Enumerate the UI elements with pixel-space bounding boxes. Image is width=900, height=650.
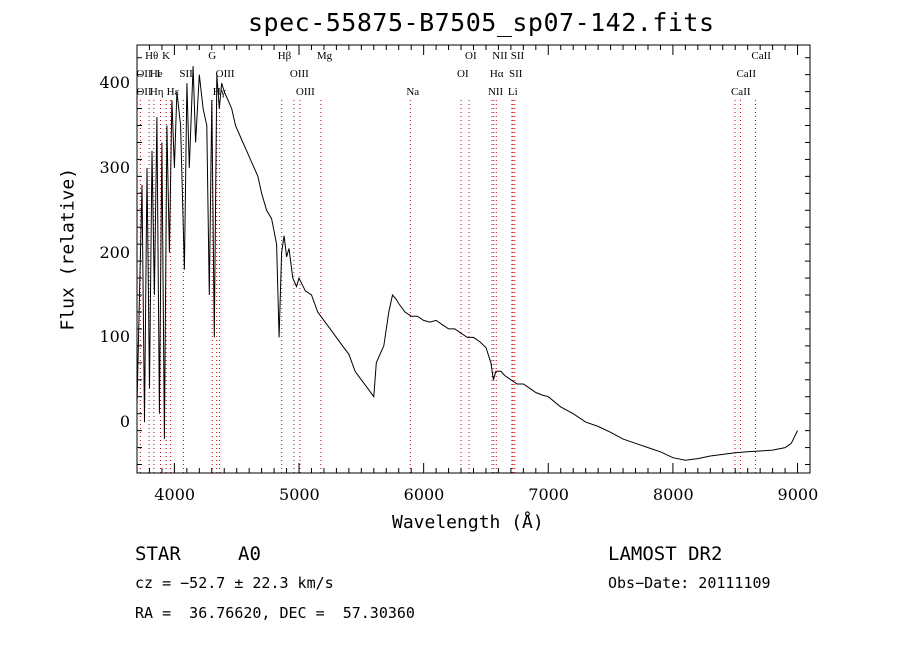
emission-line-label: Na (406, 86, 420, 98)
x-tick-label: 4000 (154, 485, 196, 504)
x-tick-label: 7000 (528, 485, 569, 504)
emission-line-label: G (208, 50, 217, 62)
x-tick-label: 9000 (777, 485, 819, 504)
emission-line-label: Hε (166, 86, 180, 98)
emission-line-label: OI (457, 68, 469, 80)
object-class: STAR (135, 543, 181, 565)
spectrum-line (136, 66, 798, 461)
emission-line-label: OIII (215, 68, 235, 80)
emission-line-label: OII (136, 86, 152, 98)
emission-line-label: NII (487, 86, 504, 98)
emission-line-label: Mg (316, 50, 333, 62)
emission-line-markers (139, 100, 756, 473)
axis-ticks (137, 45, 810, 473)
emission-line-label: Li (507, 86, 518, 98)
plot-frame (136, 44, 811, 474)
emission-line-label: Hθ (145, 50, 159, 62)
emission-line-label: CaII (730, 86, 751, 98)
emission-line-label: CaII (751, 50, 771, 62)
survey-name: LAMOST DR2 (608, 543, 723, 565)
x-axis-label: Wavelength (Å) (392, 512, 544, 533)
x-tick-label: 8000 (652, 485, 694, 504)
y-tick-label: 200 (99, 242, 130, 262)
coordinates-text: RA = 36.76620, DEC = 57.30360 (135, 604, 415, 622)
chart-title: spec-55875-B7505_sp07-142.fits (248, 8, 715, 37)
redshift-text: cz = −52.7 ± 22.3 km/s (135, 574, 334, 592)
emission-line-label: SII (179, 68, 193, 80)
emission-line-label: OIII (289, 68, 309, 80)
emission-line-label: OII (136, 68, 152, 80)
emission-line-label: K (162, 50, 171, 62)
x-tick-label: 6000 (403, 485, 445, 504)
x-tick-label: 5000 (279, 485, 320, 504)
emission-line-label: Hγ (212, 86, 226, 98)
object-subclass: A0 (238, 543, 261, 565)
y-tick-label: 0 (119, 412, 130, 432)
observation-date: Obs−Date: 20111109 (608, 574, 771, 592)
emission-line-label: He (149, 68, 163, 80)
y-tick-label: 400 (99, 73, 130, 93)
emission-line-label: Hη (149, 86, 164, 98)
emission-line-label: Hα (489, 68, 504, 80)
emission-line-label: Hβ (277, 50, 292, 62)
emission-line-label: NII (492, 50, 508, 62)
emission-line-label: CaII (736, 68, 756, 80)
y-tick-label: 300 (99, 157, 130, 177)
emission-line-label: SII (509, 68, 523, 80)
emission-line-label: OIII (295, 86, 315, 98)
y-tick-label: 100 (99, 327, 130, 347)
emission-line-label: SII (510, 50, 525, 62)
emission-line-label: OI (465, 50, 477, 62)
emission-line-label: I (156, 68, 161, 80)
